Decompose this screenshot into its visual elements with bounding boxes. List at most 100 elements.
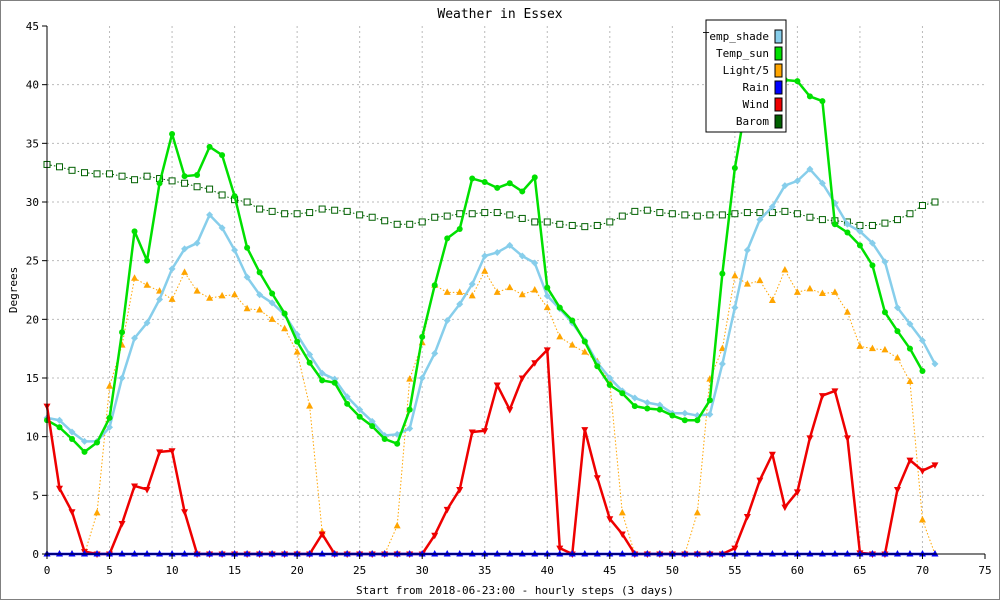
data-point-barom xyxy=(293,210,301,218)
data-point-rain xyxy=(893,550,901,557)
data-point-temp-sun xyxy=(644,405,651,412)
x-tick-label: 65 xyxy=(853,564,866,577)
data-point-temp-shade xyxy=(68,428,76,436)
data-point-light-5 xyxy=(743,280,751,287)
data-point-temp-sun xyxy=(544,284,551,291)
data-point-wind xyxy=(431,532,439,540)
data-point-light-5 xyxy=(268,315,276,322)
data-point-rain xyxy=(393,550,401,557)
data-point-wind xyxy=(468,429,476,436)
data-point-barom xyxy=(793,210,801,218)
data-point-light-5 xyxy=(781,266,789,273)
data-point-temp-shade xyxy=(206,211,214,219)
y-tick-label: 10 xyxy=(26,431,39,444)
data-point-temp-sun xyxy=(344,400,351,407)
data-point-wind xyxy=(843,435,851,442)
data-point-barom xyxy=(406,220,414,228)
data-point-temp-sun xyxy=(331,379,338,386)
data-point-rain xyxy=(381,550,389,557)
x-tick-label: 60 xyxy=(791,564,804,577)
data-point-temp-shade xyxy=(868,239,876,247)
data-point-temp-shade xyxy=(843,220,851,228)
data-point-temp-shade xyxy=(806,165,814,173)
data-point-barom xyxy=(331,206,339,214)
data-point-rain xyxy=(806,550,814,557)
data-point-rain xyxy=(668,550,676,557)
data-point-temp-shade xyxy=(81,437,89,445)
data-point-rain xyxy=(881,550,889,557)
data-point-light-5 xyxy=(456,288,464,295)
data-point-rain xyxy=(543,550,551,557)
data-point-rain xyxy=(493,550,501,557)
data-point-barom xyxy=(381,217,389,225)
data-point-temp-shade xyxy=(493,248,501,256)
data-point-wind xyxy=(168,448,176,455)
data-point-rain xyxy=(81,550,89,557)
data-point-rain xyxy=(593,550,601,557)
data-point-light-5 xyxy=(93,508,101,516)
data-point-rain xyxy=(518,550,526,557)
data-point-barom xyxy=(368,213,376,221)
data-point-temp-sun xyxy=(231,193,238,200)
x-tick-label: 25 xyxy=(353,564,366,577)
data-point-rain xyxy=(131,550,139,557)
data-point-barom xyxy=(131,176,139,184)
data-point-temp-sun xyxy=(369,423,376,430)
data-point-temp-sun xyxy=(919,367,926,374)
data-point-temp-shade xyxy=(168,265,176,273)
data-point-light-5 xyxy=(306,402,314,409)
data-point-temp-sun xyxy=(656,406,663,413)
data-point-temp-shade xyxy=(143,319,151,327)
axes: 0 5 10 15 20 25 30 35 40 45 50 55 60 65 70 75 0 5 10 15 20 25… xyxy=(26,20,992,577)
data-point-wind xyxy=(506,407,514,414)
data-point-wind xyxy=(118,520,126,528)
data-point-barom xyxy=(581,223,589,231)
legend-label-light-5: Light/5 xyxy=(723,64,769,77)
data-point-wind xyxy=(143,486,151,494)
series-line-wind xyxy=(45,348,936,556)
x-tick-label: 20 xyxy=(291,564,304,577)
data-point-barom xyxy=(631,207,639,215)
data-point-wind xyxy=(543,347,551,354)
data-point-barom xyxy=(118,172,126,180)
data-point-light-5 xyxy=(881,345,889,353)
data-point-rain xyxy=(243,550,251,557)
data-point-temp-sun xyxy=(594,363,601,370)
data-point-temp-sun xyxy=(419,333,426,340)
data-point-temp-shade xyxy=(606,374,614,382)
data-point-temp-shade xyxy=(506,241,514,249)
x-tick-label: 0 xyxy=(44,564,51,577)
data-point-temp-sun xyxy=(581,338,588,345)
data-point-rain xyxy=(68,550,76,557)
data-point-temp-shade xyxy=(193,239,201,247)
data-point-wind xyxy=(743,513,751,521)
data-point-light-5 xyxy=(218,291,226,299)
data-point-temp-sun xyxy=(706,397,713,404)
data-point-temp-sun xyxy=(206,143,213,150)
data-point-wind xyxy=(131,483,139,490)
data-point-temp-sun xyxy=(269,290,276,297)
data-point-temp-sun xyxy=(469,175,476,182)
data-point-rain xyxy=(168,550,176,557)
data-point-light-5 xyxy=(918,515,926,523)
data-point-light-5 xyxy=(556,332,564,340)
x-tick-label: 75 xyxy=(978,564,991,577)
data-point-light-5 xyxy=(206,294,214,301)
data-point-light-5 xyxy=(143,281,151,288)
data-point-rain xyxy=(118,550,126,557)
data-point-temp-sun xyxy=(831,221,838,228)
data-point-barom xyxy=(931,198,939,206)
data-point-light-5 xyxy=(506,283,514,291)
data-point-barom xyxy=(643,206,651,214)
data-point-wind xyxy=(481,428,489,435)
data-point-light-5 xyxy=(406,375,414,382)
data-point-temp-sun xyxy=(244,244,251,251)
data-point-temp-shade xyxy=(156,295,164,303)
legend-label-temp-sun: Temp_sun xyxy=(716,47,769,60)
data-point-rain xyxy=(568,550,576,557)
y-tick-label: 25 xyxy=(26,255,39,268)
data-point-barom xyxy=(531,218,539,226)
y-tick-label: 45 xyxy=(26,20,39,33)
data-point-barom xyxy=(243,198,251,206)
data-point-rain xyxy=(293,550,301,557)
